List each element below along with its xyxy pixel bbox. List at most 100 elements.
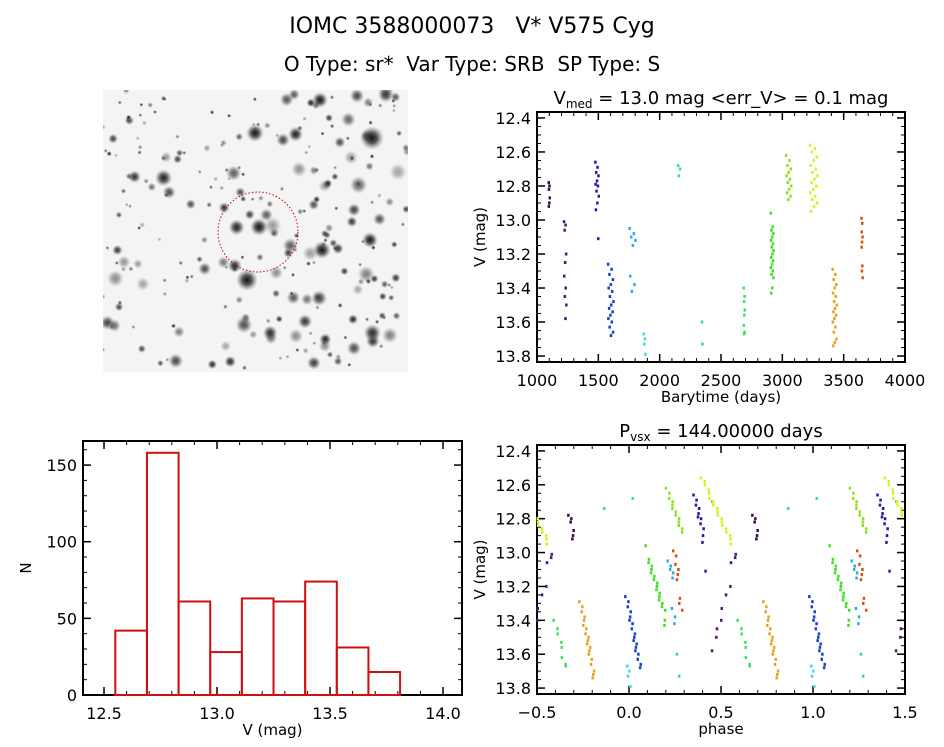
data-point	[768, 632, 771, 636]
star	[227, 176, 232, 181]
data-point	[594, 160, 597, 164]
star	[114, 302, 124, 312]
data-point	[677, 568, 680, 571]
star	[256, 253, 264, 262]
data-point	[629, 610, 632, 614]
data-point	[774, 657, 777, 661]
data-point	[817, 635, 820, 639]
star	[306, 261, 311, 267]
data-point	[831, 320, 835, 324]
data-point	[834, 568, 837, 571]
star	[300, 293, 314, 306]
data-point	[775, 676, 778, 680]
data-point	[545, 584, 548, 588]
star	[106, 151, 112, 157]
data-point	[864, 530, 868, 534]
data-point	[588, 649, 591, 653]
data-point	[847, 623, 850, 627]
y-tick-label: 13.2	[495, 577, 531, 596]
histogram-bar	[335, 646, 370, 697]
star	[343, 335, 348, 340]
data-point	[647, 561, 650, 565]
data-point	[703, 483, 707, 487]
data-point	[708, 496, 711, 500]
data-point	[700, 320, 704, 324]
data-point	[886, 527, 889, 531]
star	[209, 110, 215, 115]
histogram-bar	[209, 651, 243, 696]
data-point	[787, 187, 791, 191]
x-tick-label: 0.0	[616, 703, 641, 722]
y-tick-label: 0	[67, 686, 77, 705]
data-point	[881, 512, 884, 516]
data-point	[822, 666, 826, 670]
x-tick-label: 1000	[517, 371, 558, 390]
data-point	[642, 332, 645, 336]
data-point	[840, 581, 843, 585]
data-point	[549, 556, 553, 560]
star	[105, 245, 110, 250]
star	[103, 294, 106, 300]
light-curve-plot: 1000 1500 2000 2500 3000 3500 4000 12.4 12.6 12.8…	[471, 88, 925, 406]
data-point	[610, 320, 613, 324]
data-point	[587, 652, 590, 656]
star	[352, 284, 364, 296]
data-point	[564, 317, 567, 321]
data-point	[644, 544, 647, 548]
data-point	[785, 174, 788, 178]
data-point	[771, 242, 775, 246]
data-point	[808, 143, 812, 147]
star	[380, 280, 389, 289]
data-point	[649, 571, 653, 575]
data-point	[887, 479, 890, 483]
y-tick-label: 13.8	[495, 347, 531, 366]
histogram-bar	[240, 597, 275, 696]
data-point	[671, 500, 674, 504]
data-point	[643, 337, 647, 341]
data-point	[855, 571, 859, 575]
data-point	[885, 534, 889, 538]
data-point	[634, 645, 638, 649]
data-point	[785, 191, 789, 195]
data-point	[786, 164, 789, 168]
data-point	[657, 598, 661, 602]
data-point	[832, 310, 835, 314]
star	[263, 122, 271, 129]
star	[197, 169, 202, 174]
star	[275, 315, 283, 323]
star	[282, 265, 287, 270]
data-point	[703, 479, 706, 483]
chart-title: IOMC 3588000073 V* V575 Cyg	[289, 14, 655, 39]
data-point	[678, 601, 681, 605]
star	[343, 150, 359, 165]
star	[304, 150, 309, 155]
star	[157, 359, 164, 367]
x-axis-label: V (mag)	[242, 721, 302, 739]
data-point	[888, 569, 891, 573]
data-point	[880, 515, 884, 519]
data-point	[701, 342, 704, 346]
data-point	[790, 184, 793, 188]
star	[289, 291, 294, 296]
data-point	[789, 167, 792, 171]
data-point	[610, 289, 614, 293]
star	[143, 178, 149, 184]
star	[295, 348, 300, 352]
star	[241, 365, 248, 371]
data-point	[626, 664, 629, 668]
data-point	[692, 493, 695, 497]
data-point	[681, 608, 684, 612]
data-point	[536, 618, 539, 622]
data-point	[860, 240, 864, 244]
star	[160, 155, 166, 161]
star	[329, 95, 335, 100]
star	[387, 283, 392, 287]
data-point	[611, 278, 615, 281]
data-point	[744, 656, 748, 660]
data-point	[592, 669, 596, 673]
y-tick-label: 13.4	[495, 279, 531, 298]
star	[377, 193, 382, 198]
data-point	[633, 632, 637, 636]
data-point	[636, 657, 639, 661]
